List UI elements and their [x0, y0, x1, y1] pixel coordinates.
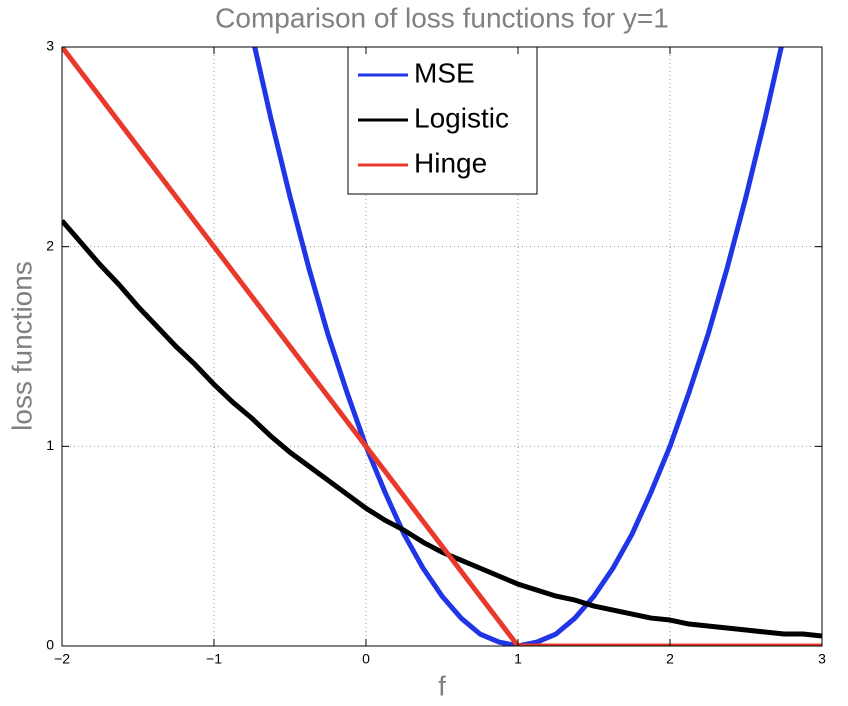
- legend-label: Logistic: [414, 102, 509, 133]
- x-axis-label: f: [438, 670, 446, 701]
- legend: MSE Logistic Hinge: [347, 46, 538, 195]
- x-tick-label: −2: [54, 651, 70, 667]
- chart-title: Comparison of loss functions for y=1: [215, 2, 669, 33]
- y-tick-label: 3: [46, 38, 54, 54]
- y-tick-label: 1: [46, 437, 54, 453]
- legend-label: MSE: [414, 57, 475, 88]
- y-tick-label: 0: [46, 637, 54, 653]
- x-tick-label: −1: [206, 651, 222, 667]
- x-tick-label: 1: [514, 651, 522, 667]
- line-series: [62, 47, 822, 646]
- legend-label: Hinge: [414, 147, 487, 178]
- lines: [62, 47, 822, 646]
- x-tick-label: 3: [818, 651, 826, 667]
- line-series: [62, 219, 822, 639]
- line-series: [252, 47, 784, 646]
- x-tick-label: 0: [362, 651, 370, 667]
- x-tick-label: 2: [666, 651, 674, 667]
- y-tick-label: 2: [46, 237, 54, 253]
- y-axis-label: loss functions: [6, 261, 37, 431]
